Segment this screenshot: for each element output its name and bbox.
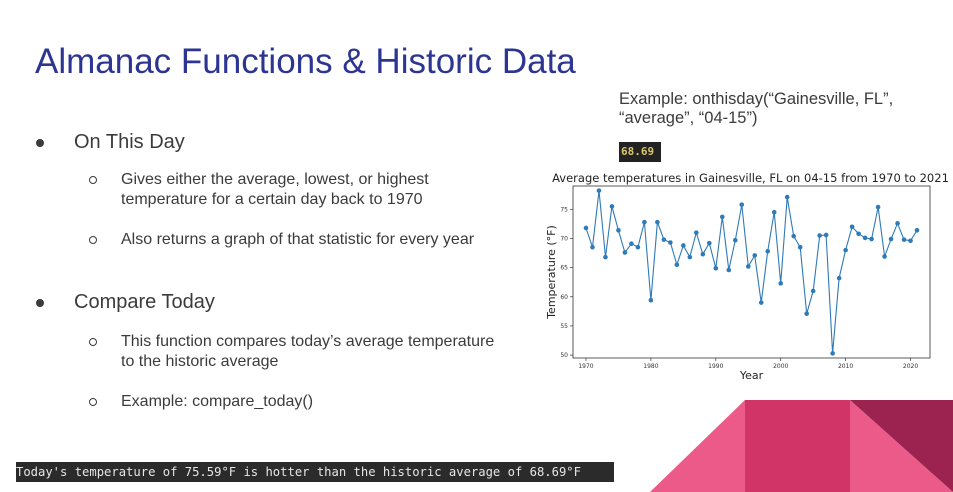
chart-title: Average temperatures in Gainesville, FL … <box>552 171 949 185</box>
x-tick-label: 1990 <box>708 363 723 370</box>
data-point <box>713 265 719 271</box>
decorative-triangles <box>650 400 953 492</box>
y-axis-label: Temperature (°F) <box>545 225 558 320</box>
data-point <box>862 235 868 241</box>
data-point <box>622 250 628 255</box>
data-point <box>849 224 855 230</box>
data-point <box>908 238 913 244</box>
data-point <box>609 204 615 209</box>
data-point <box>791 233 796 239</box>
y-tick-label: 50 <box>560 352 568 359</box>
y-tick-label: 75 <box>560 206 568 213</box>
sub-bullet-line: This function compares today’s average t… <box>121 333 495 350</box>
x-tick-label: 1980 <box>643 363 658 370</box>
sub-bullet-line: temperature for a certain day back to 19… <box>121 191 423 208</box>
data-point <box>687 254 693 260</box>
example-result-output: 68.69 <box>619 142 661 162</box>
data-point <box>655 219 660 225</box>
sub-bullet-ring-icon <box>89 338 97 346</box>
sub-bullet-line: Example: compare_today() <box>121 393 314 410</box>
data-point <box>719 214 725 220</box>
y-tick-label: 60 <box>560 294 568 301</box>
data-point <box>836 275 842 281</box>
sub-bullet-ring-icon <box>89 176 97 184</box>
data-point <box>914 228 920 233</box>
slide-title: Almanac Functions & Historic Data <box>35 42 576 81</box>
data-point <box>674 262 680 268</box>
y-tick-label: 70 <box>560 235 568 242</box>
data-point <box>784 194 790 200</box>
data-point <box>603 254 608 260</box>
data-point <box>694 230 699 235</box>
plot-frame <box>572 185 931 359</box>
data-point <box>700 251 706 257</box>
data-point <box>804 311 809 316</box>
x-axis-label: Year <box>739 369 764 382</box>
x-tick-label: 2020 <box>903 363 918 370</box>
data-point <box>642 219 647 225</box>
x-tick-label: 2010 <box>838 363 853 370</box>
data-point <box>661 237 667 242</box>
sub-bullet-line: to the historic average <box>121 353 279 370</box>
temperature-series-line <box>585 190 918 354</box>
data-point <box>797 244 803 250</box>
sub-bullet-ring-icon <box>89 236 97 244</box>
data-point <box>648 297 654 303</box>
bullet-label: On This Day <box>74 131 185 153</box>
data-point <box>590 244 595 250</box>
terminal-output: Today's temperature of 75.59°F is hotter… <box>16 462 614 482</box>
data-point <box>681 243 686 248</box>
data-point <box>810 288 816 294</box>
deco-maroon-triangle <box>850 400 953 492</box>
data-point <box>668 240 673 245</box>
example-line-1: Example: onthisday(“Gainesville, FL”, <box>619 90 894 108</box>
data-point <box>823 232 829 238</box>
data-point <box>817 233 822 238</box>
example-code-caption: Example: onthisday(“Gainesville, FL”, “a… <box>619 90 893 128</box>
sub-bullet-ring-icon <box>89 398 97 406</box>
data-point <box>732 237 738 243</box>
data-point <box>629 241 634 247</box>
data-point <box>758 300 764 305</box>
data-point <box>875 204 881 210</box>
data-point <box>843 247 848 253</box>
data-point <box>583 225 589 231</box>
data-point <box>745 264 751 269</box>
data-point <box>901 237 907 242</box>
data-point <box>616 228 621 233</box>
data-point <box>726 267 732 273</box>
data-point <box>895 221 900 226</box>
deco-pink-triangle <box>650 400 745 492</box>
data-point <box>830 351 835 356</box>
x-tick-label: 2000 <box>773 363 788 370</box>
bullet-dot-icon <box>36 139 44 147</box>
sub-bullet-line: Gives either the average, lowest, or hig… <box>121 171 429 188</box>
data-point <box>869 236 874 242</box>
deco-magenta-block <box>745 400 850 492</box>
temperature-line-chart: Average temperatures in Gainesville, FL … <box>545 171 949 382</box>
data-point <box>635 244 641 250</box>
data-point <box>707 240 712 246</box>
data-point <box>778 281 784 286</box>
data-point <box>882 254 887 259</box>
data-point <box>739 202 745 207</box>
data-point <box>596 188 602 193</box>
example-line-2: “average”, “04-15”) <box>619 109 758 127</box>
y-tick-label: 65 <box>560 265 568 272</box>
data-point <box>856 231 861 237</box>
y-tick-label: 55 <box>560 323 568 330</box>
data-point <box>771 209 777 215</box>
x-tick-label: 1970 <box>578 363 593 370</box>
bullet-dot-icon <box>36 299 44 307</box>
data-point <box>765 249 771 254</box>
bullet-label: Compare Today <box>74 291 215 313</box>
data-point <box>752 253 758 258</box>
data-point <box>888 236 894 242</box>
sub-bullet-line: Also returns a graph of that statistic f… <box>121 231 475 248</box>
